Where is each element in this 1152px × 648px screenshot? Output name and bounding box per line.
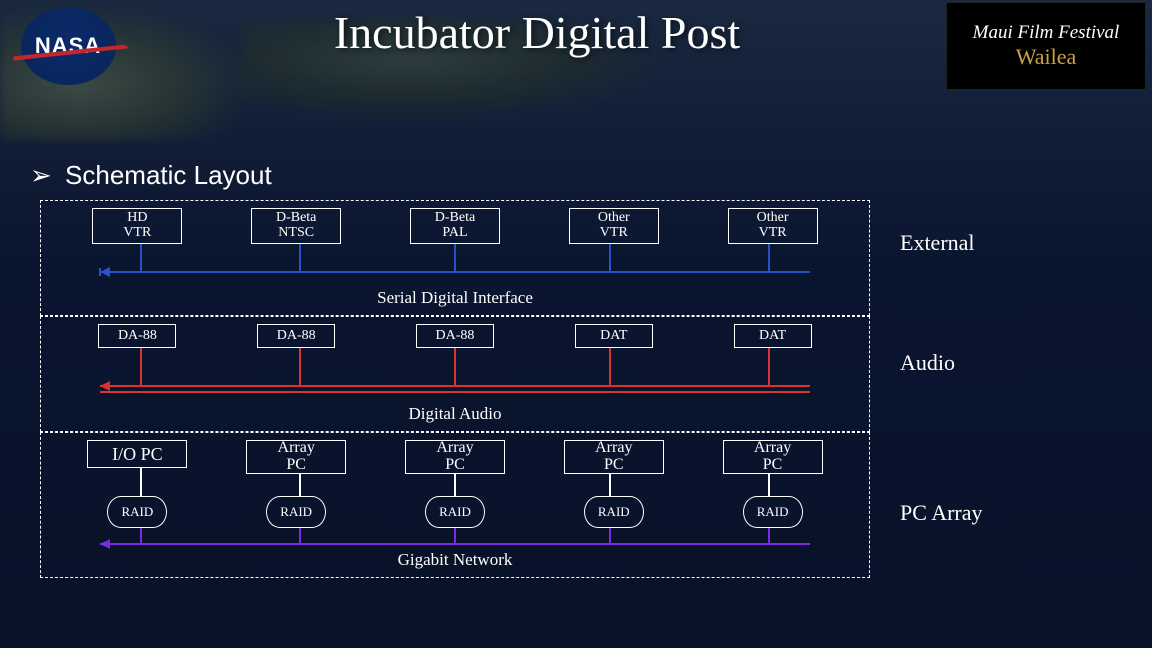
node-raid-4: RAID xyxy=(584,496,644,528)
node-text: Other xyxy=(757,211,789,226)
node-io-pc: I/O PC xyxy=(87,440,187,468)
node-text: VTR xyxy=(600,226,628,241)
bus-label-digital-audio: Digital Audio xyxy=(40,404,870,424)
node-dbeta-ntsc: D-Beta NTSC xyxy=(251,208,341,244)
group-label-pcarray: PC Array xyxy=(900,500,983,526)
node-text: Array xyxy=(278,440,315,457)
node-text: Array xyxy=(595,440,632,457)
node-dat-1: DAT xyxy=(575,324,653,348)
node-da88-2: DA-88 xyxy=(257,324,335,348)
node-raid-5: RAID xyxy=(743,496,803,528)
row-raid-nodes: RAID RAID RAID RAID RAID xyxy=(40,496,870,528)
node-text: D-Beta xyxy=(276,211,316,226)
node-hd-vtr: HD VTR xyxy=(92,208,182,244)
node-raid-1: RAID xyxy=(107,496,167,528)
row-pc-nodes: I/O PC Array PC Array PC Array PC Array … xyxy=(40,440,870,474)
node-text: Array xyxy=(754,440,791,457)
festival-logo-line2: Wailea xyxy=(1016,44,1077,70)
node-text: HD xyxy=(127,211,147,226)
node-text: VTR xyxy=(759,226,787,241)
festival-logo: Maui Film Festival Wailea xyxy=(946,2,1146,90)
node-other-vtr-1: Other VTR xyxy=(569,208,659,244)
node-text: NTSC xyxy=(278,226,314,241)
node-da88-3: DA-88 xyxy=(416,324,494,348)
node-array-pc-2: Array PC xyxy=(405,440,505,474)
schematic-diagram: External Audio PC Array HD VTR D-Beta NT… xyxy=(40,200,1112,578)
subtitle: ➢ Schematic Layout xyxy=(30,160,272,191)
node-dbeta-pal: D-Beta PAL xyxy=(410,208,500,244)
bus-label-gigabit: Gigabit Network xyxy=(40,550,870,570)
node-text: PAL xyxy=(442,226,467,241)
row-audio-nodes: DA-88 DA-88 DA-88 DAT DAT xyxy=(40,324,870,348)
node-raid-2: RAID xyxy=(266,496,326,528)
node-array-pc-1: Array PC xyxy=(246,440,346,474)
node-other-vtr-2: Other VTR xyxy=(728,208,818,244)
node-text: VTR xyxy=(123,226,151,241)
node-da88-1: DA-88 xyxy=(98,324,176,348)
subtitle-text: Schematic Layout xyxy=(65,160,272,190)
group-label-audio: Audio xyxy=(900,350,955,376)
page-title: Incubator Digital Post xyxy=(128,0,946,59)
festival-logo-line1: Maui Film Festival xyxy=(973,22,1120,44)
bus-label-sdi: Serial Digital Interface xyxy=(40,288,870,308)
node-text: PC xyxy=(763,457,783,474)
node-text: PC xyxy=(604,457,624,474)
node-array-pc-4: Array PC xyxy=(723,440,823,474)
node-text: PC xyxy=(445,457,465,474)
node-array-pc-3: Array PC xyxy=(564,440,664,474)
group-label-external: External xyxy=(900,230,975,256)
node-raid-3: RAID xyxy=(425,496,485,528)
node-text: PC xyxy=(286,457,306,474)
node-text: D-Beta xyxy=(435,211,475,226)
bullet-arrow-icon: ➢ xyxy=(30,160,52,190)
node-text: Array xyxy=(436,440,473,457)
row-external-nodes: HD VTR D-Beta NTSC D-Beta PAL Other VTR … xyxy=(40,208,870,244)
node-dat-2: DAT xyxy=(734,324,812,348)
nasa-logo: NASA xyxy=(8,2,128,90)
node-text: Other xyxy=(598,211,630,226)
